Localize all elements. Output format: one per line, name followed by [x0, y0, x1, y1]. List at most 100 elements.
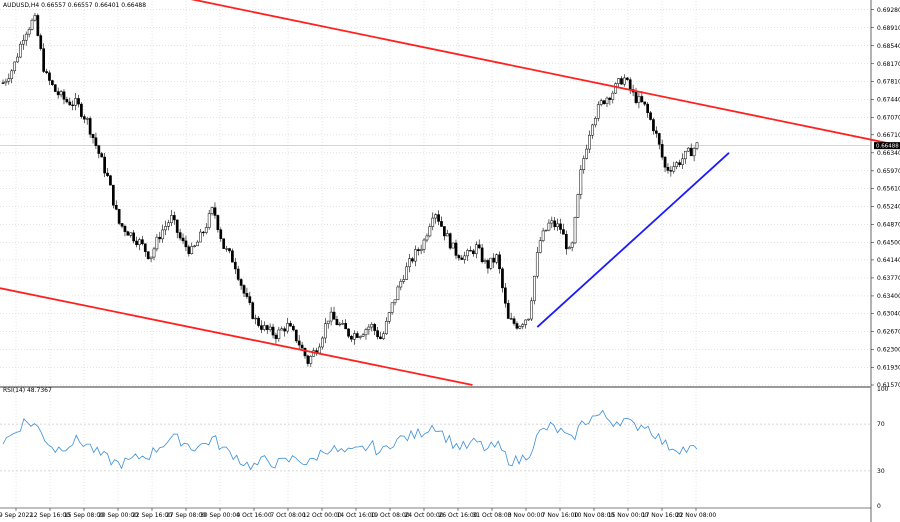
candle-body [689, 147, 693, 157]
candle-body [74, 98, 77, 106]
candle-body [254, 317, 257, 320]
candle-body [207, 213, 211, 228]
candle-body [495, 254, 498, 263]
candle-body [332, 311, 336, 320]
support-trend-line [536, 152, 730, 328]
x-tick-label: 19 Oct 08:00 [370, 512, 409, 519]
candle-body [443, 226, 446, 237]
candle-body [358, 336, 362, 338]
candle-body [257, 317, 260, 326]
candle-body [637, 96, 641, 103]
candles [1, 12, 699, 368]
candle-body [573, 217, 577, 244]
candle-body [428, 226, 432, 237]
candle-body [164, 226, 167, 231]
candle-body [175, 219, 179, 233]
candle-body [620, 78, 623, 85]
main-grid [0, 0, 872, 522]
candle-body [187, 246, 191, 255]
candle-body [512, 318, 516, 324]
price-axis[interactable]: 0.69280 0.68910 0.68540 0.68170 0.67810 0.674… [871, 7, 900, 389]
candle-body [654, 130, 658, 134]
candle-body [355, 333, 359, 338]
candle-body [190, 246, 194, 255]
candle-body [289, 323, 292, 327]
candle-body [204, 227, 208, 233]
candle-body [692, 148, 696, 157]
candle-body [599, 100, 603, 105]
candle-body [405, 266, 408, 280]
candle-body [570, 242, 574, 248]
y-tick-label: 0.64870 [877, 221, 900, 228]
y-tick-label: 0.63040 [877, 310, 900, 317]
candle-body [141, 239, 144, 245]
candle-body [448, 233, 452, 249]
candle-body [382, 333, 385, 339]
candle-body [460, 257, 464, 260]
candle-body [515, 323, 519, 329]
candle-body [596, 104, 600, 119]
candle-body [434, 214, 438, 219]
candle-body [361, 334, 365, 337]
candle-body [233, 261, 237, 270]
rsi-scale-label: 30 [877, 468, 885, 475]
candle-body [445, 233, 449, 237]
panel-separator [0, 386, 871, 388]
candle-body [504, 287, 507, 304]
candle-body [628, 79, 632, 90]
candle-body [62, 91, 66, 100]
candle-body [309, 356, 313, 364]
x-tick-label: 15 Nov 00:00 [608, 512, 649, 519]
x-tick-label: 7 Oct 08:00 [270, 512, 305, 519]
x-tick-label: 27 Sep 08:00 [166, 512, 206, 519]
candle-body [591, 124, 594, 136]
candle-body [85, 118, 89, 120]
candle-body [347, 328, 350, 337]
candle-body [384, 321, 388, 335]
candle-body [109, 175, 112, 186]
candle-body [239, 279, 243, 286]
candle-body [155, 236, 159, 250]
candle-body [474, 244, 478, 255]
candle-body [65, 99, 69, 103]
candle-body [657, 133, 661, 145]
x-tick-label: 20 Sep 00:00 [98, 512, 138, 519]
candle-body [292, 325, 295, 331]
candle-body [660, 144, 664, 158]
candle-body [126, 231, 130, 236]
y-tick-label: 0.69280 [877, 7, 900, 14]
candle-body [376, 330, 379, 338]
candle-body [530, 300, 533, 320]
candle-body [143, 243, 147, 252]
candle-body [321, 337, 324, 348]
candle-body [48, 72, 51, 81]
x-tick-label: 26 Oct 16:00 [438, 512, 477, 519]
y-tick-label: 0.64140 [877, 257, 900, 264]
candle-body [501, 268, 504, 289]
lower-channel-line [0, 287, 473, 386]
candle-body [695, 142, 699, 149]
candle-body [59, 91, 63, 96]
candle-body [509, 318, 513, 320]
candle-body [170, 215, 173, 224]
candle-body [533, 275, 536, 302]
candle-body [489, 257, 493, 269]
candle-body [408, 258, 411, 268]
candle-body [669, 170, 673, 172]
candle-body [251, 302, 255, 319]
candle-body [306, 355, 310, 364]
y-tick-label: 0.66340 [877, 150, 900, 157]
rsi-scale-label: 100 [877, 386, 889, 393]
candle-body [396, 286, 400, 301]
candle-body [193, 245, 196, 247]
candle-body [564, 234, 568, 250]
candle-body [535, 252, 539, 277]
candle-body [341, 323, 345, 325]
candle-body [350, 336, 353, 340]
y-tick-label: 0.68540 [877, 43, 900, 50]
trend-drawings[interactable] [0, 0, 898, 386]
candle-body [416, 249, 420, 252]
candle-body [399, 281, 403, 288]
